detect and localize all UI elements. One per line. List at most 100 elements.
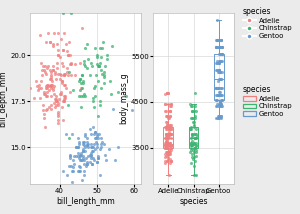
Point [163,146,167,149]
Point [67,63,72,66]
Point [43,41,48,44]
Point [100,72,104,75]
Point [96,157,101,160]
Point [215,61,220,65]
Point [192,159,197,163]
Point [47,85,52,88]
Point [167,114,172,117]
Point [67,70,71,73]
Point [67,155,72,158]
Point [59,79,64,83]
Point [88,160,92,164]
Point [105,54,110,57]
Point [168,123,172,126]
Point [89,61,94,64]
Point [166,155,171,158]
Point [167,128,171,131]
Point [169,148,174,152]
Point [215,61,220,65]
Point [49,70,53,73]
Point [164,125,168,129]
Point [82,63,86,66]
Point [220,52,224,56]
Point [213,68,218,72]
Point [58,77,63,81]
Point [47,41,52,44]
Point [50,79,54,83]
Point [189,116,194,120]
Point [217,39,222,42]
Point [91,96,95,99]
Point [102,76,106,79]
Point [39,61,44,64]
Point [95,79,100,83]
Point [85,144,90,147]
Point [194,109,199,113]
Point [84,160,89,164]
Point [79,105,84,108]
Point [56,122,61,125]
Point [98,146,103,149]
Point [165,137,170,140]
Point [193,137,197,140]
Point [94,142,99,145]
Point [60,48,65,51]
Point [165,123,170,126]
Point [89,133,94,136]
Point [61,100,66,103]
Point [216,114,221,117]
Point [89,146,94,149]
Point [214,98,218,101]
Point [163,137,168,140]
Point [96,157,100,160]
Point [163,141,167,145]
Point [165,150,170,154]
Point [46,83,51,86]
Point [53,98,58,101]
Point [53,100,58,103]
Point [89,162,94,165]
Point [92,158,97,162]
Point [45,107,50,110]
Point [43,87,48,90]
Point [165,91,170,94]
Point [163,109,168,113]
Point [78,61,83,64]
Point [74,155,79,158]
Point [82,140,87,143]
Point [193,148,198,152]
Point [44,85,48,88]
Point [84,157,88,160]
Point [96,155,101,158]
Point [218,39,223,42]
Point [163,162,168,165]
Point [91,87,96,90]
Point [62,31,67,35]
Point [214,86,218,90]
Point [215,86,220,90]
Point [163,103,168,106]
Point [166,91,171,94]
Point [166,132,170,135]
Point [70,133,75,136]
Point [213,93,218,97]
Point [214,98,218,101]
Point [102,153,107,156]
Point [218,45,222,49]
Point [164,139,168,142]
Point [217,59,222,62]
Point [100,140,104,143]
Point [46,31,50,35]
Point [220,93,224,97]
Point [79,87,83,90]
Point [56,48,61,51]
Point [216,116,221,120]
Point [220,98,224,101]
Point [215,93,220,97]
Point [164,150,169,154]
Point [56,111,61,114]
Point [98,136,103,140]
Point [94,133,99,136]
Point [80,74,84,77]
Point [88,155,93,158]
